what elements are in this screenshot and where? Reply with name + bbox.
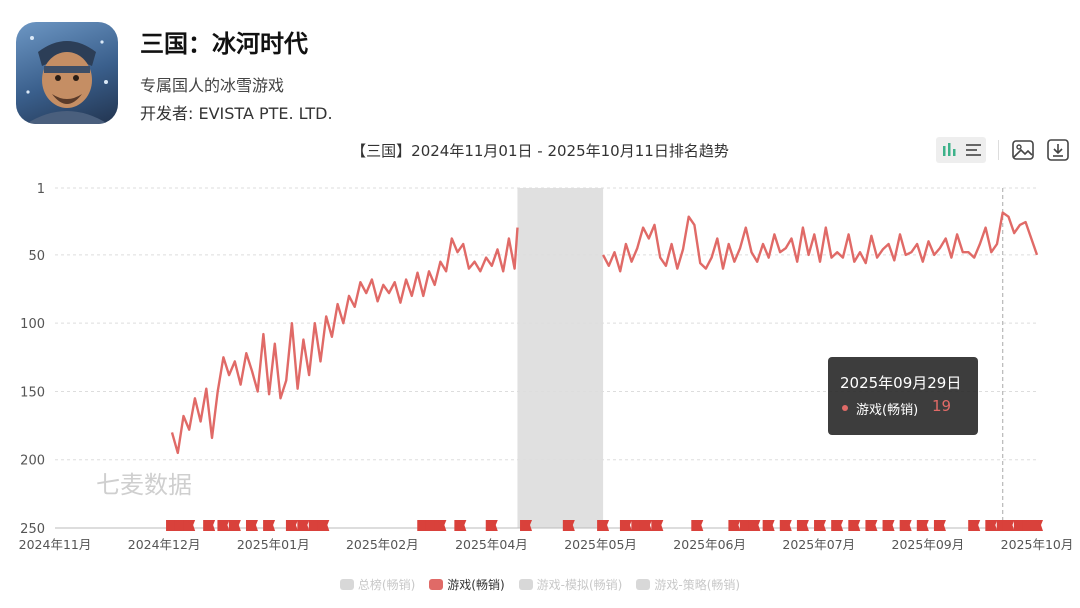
event-flag-marker: [183, 520, 196, 531]
x-tick-label: 2025年01月: [237, 537, 310, 552]
event-flag-marker: [1002, 520, 1015, 531]
event-flag-marker: [814, 520, 827, 531]
x-tick-label: 2025年06月: [673, 537, 746, 552]
chart-title: 【三国】2024年11月01日 - 2025年10月11日排名趋势: [351, 142, 729, 160]
event-flag-marker: [263, 520, 276, 531]
legend-label: 游戏-策略(畅销): [654, 578, 741, 592]
app-subtitle: 专属国人的冰雪游戏: [140, 76, 285, 95]
legend-label: 总榜(畅销): [357, 578, 416, 592]
legend-swatch: [429, 579, 444, 590]
app-title: 三国：冰河时代: [140, 30, 308, 58]
x-tick-label: 2025年10月: [1001, 537, 1074, 552]
y-tick-label: 250: [20, 522, 45, 537]
event-flag-marker: [762, 520, 775, 531]
event-flag-marker: [317, 520, 330, 531]
tooltip-series-dot: [842, 405, 848, 411]
event-flag-marker: [848, 520, 861, 531]
y-tick-label: 1: [37, 182, 45, 197]
series-line-games: [170, 227, 519, 455]
event-flag-marker: [485, 520, 498, 531]
event-flag-marker: [728, 520, 741, 531]
tooltip-series-name: 游戏(畅销): [856, 403, 919, 418]
legend-item-games[interactable]: 游戏(畅销): [429, 576, 505, 593]
missing-data-band: [517, 188, 604, 528]
event-flag-marker: [520, 520, 533, 531]
y-tick-label: 50: [28, 249, 45, 264]
series-line-games: [602, 211, 1039, 273]
event-flag-marker: [691, 520, 704, 531]
event-flag-marker: [639, 520, 652, 531]
list-icon[interactable]: [961, 137, 987, 163]
image-icon[interactable]: [1010, 137, 1036, 163]
watermark: 七麦数据: [96, 471, 192, 499]
y-tick-label: 150: [20, 385, 45, 400]
y-tick-label: 200: [20, 454, 45, 469]
event-flag-marker: [434, 520, 447, 531]
tooltip-value: 19: [932, 397, 952, 415]
legend-label: 游戏(畅销): [447, 578, 505, 592]
toolbar-divider: [998, 140, 999, 160]
download-icon[interactable]: [1045, 137, 1071, 163]
event-flag-marker: [203, 520, 216, 531]
chart-tooltip: 2025年09月29日 游戏(畅销) 19: [828, 357, 978, 435]
event-flag-marker: [217, 520, 230, 531]
event-flag-marker: [796, 520, 809, 531]
event-flag-marker: [651, 520, 664, 531]
legend-item-overall[interactable]: 总榜(畅销): [339, 576, 416, 593]
x-tick-label: 2024年12月: [128, 537, 201, 552]
tooltip-date: 2025年09月29日: [840, 374, 962, 392]
event-flag-marker: [831, 520, 844, 531]
legend-item-games-sim[interactable]: 游戏-模拟(畅销): [518, 576, 623, 593]
x-tick-label: 2024年11月: [19, 537, 92, 552]
event-flag-marker: [779, 520, 792, 531]
event-flag-marker: [916, 520, 929, 531]
x-tick-label: 2025年05月: [564, 537, 637, 552]
event-flag-marker: [562, 520, 575, 531]
app-icon: [16, 22, 118, 124]
event-flag-marker: [865, 520, 878, 531]
event-flag-marker: [285, 520, 298, 531]
event-flag-marker: [454, 520, 467, 531]
legend-swatch: [518, 579, 533, 590]
event-flag-marker: [245, 520, 258, 531]
x-tick-label: 2025年09月: [892, 537, 965, 552]
event-flag-marker: [899, 520, 912, 531]
event-flag-marker: [597, 520, 610, 531]
x-tick-label: 2025年07月: [782, 537, 855, 552]
legend-item-games-strategy[interactable]: 游戏-策略(畅销): [636, 576, 740, 593]
event-flag-marker: [968, 520, 981, 531]
event-flag-marker: [985, 520, 998, 531]
chart-legend: 总榜(畅销) 游戏(畅销) 游戏-模拟(畅销) 游戏-策略(畅销): [0, 576, 1080, 593]
legend-swatch: [339, 579, 354, 590]
bar-chart-icon[interactable]: [937, 137, 963, 163]
legend-label: 游戏-模拟(畅销): [536, 578, 623, 592]
legend-swatch: [636, 579, 651, 590]
event-flag-marker: [748, 520, 761, 531]
event-flag-marker: [1031, 520, 1043, 531]
y-tick-label: 100: [20, 317, 45, 332]
event-flag-marker: [228, 520, 241, 531]
event-flag-marker: [933, 520, 946, 531]
developer-label: 开发者: EVISTA PTE. LTD.: [140, 104, 333, 123]
x-tick-label: 2025年04月: [455, 537, 528, 552]
event-flag-marker: [619, 520, 632, 531]
app-icon-art: [26, 36, 108, 124]
event-flag-marker: [297, 520, 310, 531]
x-tick-label: 2025年02月: [346, 537, 419, 552]
event-flag-marker: [882, 520, 895, 531]
